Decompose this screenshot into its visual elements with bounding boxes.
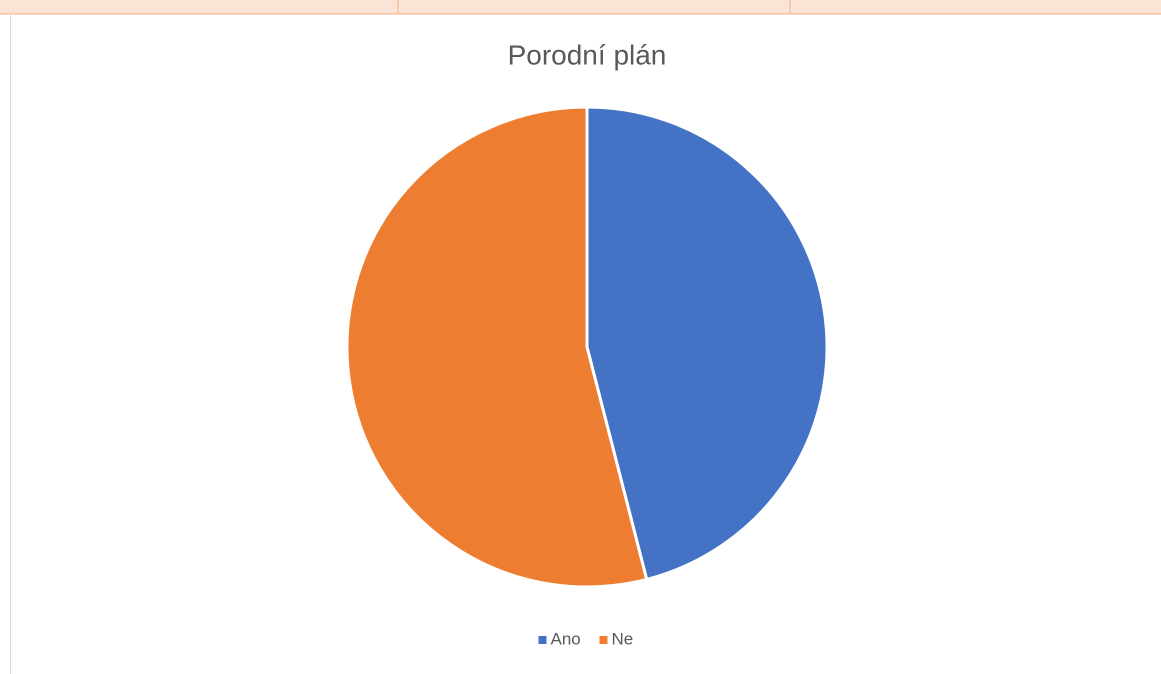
legend-label: Ne — [612, 629, 634, 648]
legend-swatch — [538, 636, 547, 644]
legend-label: Ano — [551, 629, 581, 648]
legend-swatch — [599, 636, 608, 644]
pie-slice — [585, 105, 829, 582]
table-row — [0, 0, 1161, 14]
pie-slice — [345, 105, 649, 589]
chart-title: Porodní plán — [508, 39, 667, 70]
